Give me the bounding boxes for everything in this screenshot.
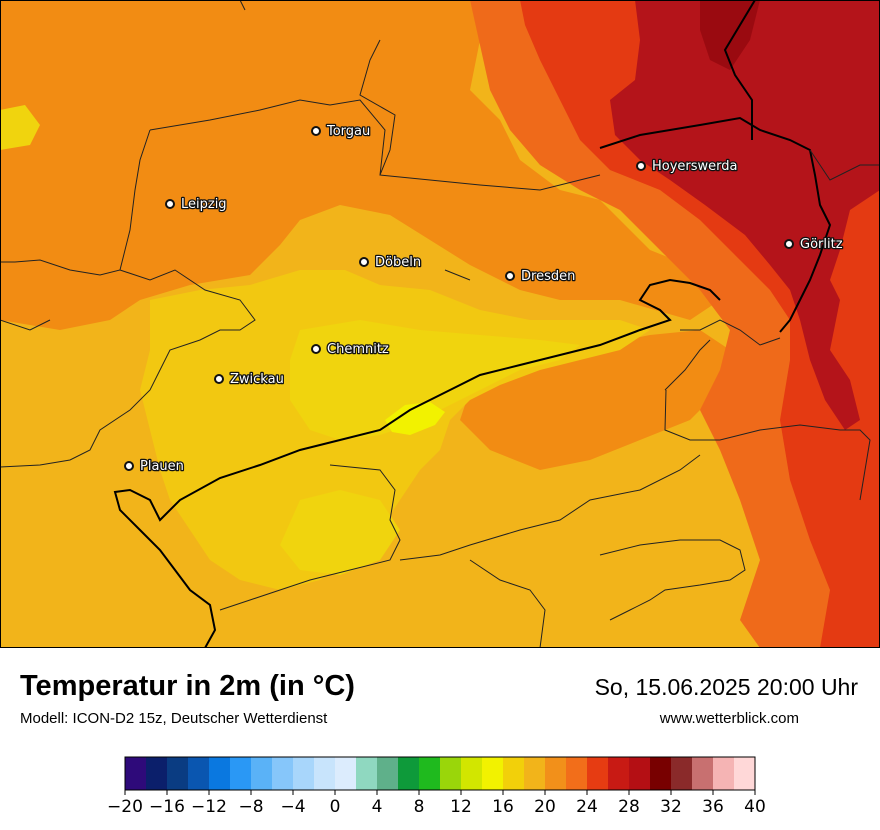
city-label: Döbeln: [375, 255, 421, 270]
legend-swatch: [419, 757, 441, 790]
legend-swatch: [566, 757, 588, 790]
legend-swatch: [314, 757, 336, 790]
legend-swatch: [440, 757, 462, 790]
legend-swatch: [230, 757, 252, 790]
district-borders: [0, 0, 880, 648]
legend-swatch: [524, 757, 546, 790]
legend-tick-label: 16: [492, 797, 514, 817]
legend-swatch: [629, 757, 651, 790]
legend-swatch: [272, 757, 294, 790]
city-marker: [214, 374, 224, 384]
legend-swatch: [398, 757, 420, 790]
legend-swatch: [482, 757, 504, 790]
legend-tick-label: −4: [280, 797, 305, 817]
legend-swatch: [356, 757, 378, 790]
temperature-map: Torgau Hoyerswerda Leipzig Görlitz Döbel…: [0, 0, 880, 648]
temperature-zone-orange-south: [460, 330, 730, 470]
color-legend: −20 −16 −12 −8 −4 0 4 8 12 16 20 24 28 32 36 40: [107, 756, 766, 817]
city-doebeln: Döbeln: [359, 254, 422, 271]
city-marker: [165, 199, 175, 209]
legend-swatch: [692, 757, 714, 790]
city-torgau: Torgau: [311, 123, 372, 140]
temperature-zone-dark-red: [610, 0, 880, 430]
forecast-datetime: So, 15.06.2025 20:00 Uhr: [594, 674, 858, 700]
temperature-zone-yellow-light: [290, 320, 580, 440]
legend-tick-label: 20: [534, 797, 556, 817]
city-goerlitz: Görlitz: [784, 236, 844, 253]
legend-swatch: [125, 757, 147, 790]
legend-swatch: [335, 757, 357, 790]
legend-tick-label: 28: [618, 797, 640, 817]
city-chemnitz: Chemnitz: [311, 341, 390, 358]
city-marker: [124, 461, 134, 471]
legend-swatch: [650, 757, 672, 790]
city-marker: [359, 257, 369, 267]
legend-swatch: [608, 757, 630, 790]
city-marker: [311, 344, 321, 354]
legend-swatch: [671, 757, 693, 790]
legend-swatch: [587, 757, 609, 790]
legend-frame: [124, 756, 756, 791]
city-hoyerswerda: Hoyerswerda: [636, 158, 739, 175]
website-link[interactable]: www.wetterblick.com: [659, 710, 799, 727]
city-dresden: Dresden: [505, 268, 577, 285]
temperature-zone-orange-west: [0, 0, 720, 330]
legend-swatch: [146, 757, 168, 790]
city-marker: [784, 239, 794, 249]
city-leipzig: Leipzig: [165, 196, 228, 213]
legend-tick-label: 12: [450, 797, 472, 817]
city-plauen: Plauen: [124, 458, 185, 475]
model-info: Modell: ICON-D2 15z, Deutscher Wetterdie…: [20, 710, 328, 727]
city-zwickau: Zwickau: [214, 371, 285, 388]
legend-swatch: [545, 757, 567, 790]
city-label: Hoyerswerda: [652, 159, 738, 174]
legend-tick-label: −20: [107, 797, 143, 817]
city-label: Zwickau: [230, 372, 284, 387]
legend-tick-label: 32: [660, 797, 682, 817]
legend-tick-label: −16: [149, 797, 185, 817]
city-label: Torgau: [326, 124, 370, 139]
legend-swatch: [377, 757, 399, 790]
city-label: Plauen: [140, 459, 184, 474]
temperature-zone-yellow-south: [280, 490, 400, 575]
city-marker: [311, 126, 321, 136]
legend-tick-label: −8: [238, 797, 263, 817]
legend-swatch: [209, 757, 231, 790]
city-label: Chemnitz: [327, 342, 389, 357]
legend-swatch: [713, 757, 735, 790]
temperature-zone-yellow-bright: [385, 402, 445, 435]
legend-swatch: [188, 757, 210, 790]
legend-tick-label: −12: [191, 797, 227, 817]
legend-tick-label: 36: [702, 797, 724, 817]
legend-ticks: −20 −16 −12 −8 −4 0 4 8 12 16 20 24 28 32 36 40: [107, 790, 766, 817]
legend-tick-label: 4: [372, 797, 383, 817]
legend-swatch: [251, 757, 273, 790]
map-title: Temperatur in 2m (in °C): [20, 670, 355, 702]
city-label: Dresden: [521, 269, 575, 284]
temperature-zone-yellow-northwest: [0, 105, 40, 150]
legend-swatch: [734, 757, 756, 790]
city-label: Leipzig: [181, 197, 227, 212]
legend-swatch: [293, 757, 315, 790]
legend-swatch: [503, 757, 525, 790]
legend-tick-label: 8: [414, 797, 425, 817]
city-label: Görlitz: [800, 237, 843, 252]
legend-tick-label: 40: [744, 797, 766, 817]
legend-swatch: [461, 757, 483, 790]
city-marker: [505, 271, 515, 281]
country-border: [113, 0, 832, 648]
legend-tick-label: 24: [576, 797, 598, 817]
legend-tick-label: 0: [330, 797, 341, 817]
city-marker: [636, 161, 646, 171]
legend-swatches: [124, 756, 756, 791]
legend-swatch: [167, 757, 189, 790]
